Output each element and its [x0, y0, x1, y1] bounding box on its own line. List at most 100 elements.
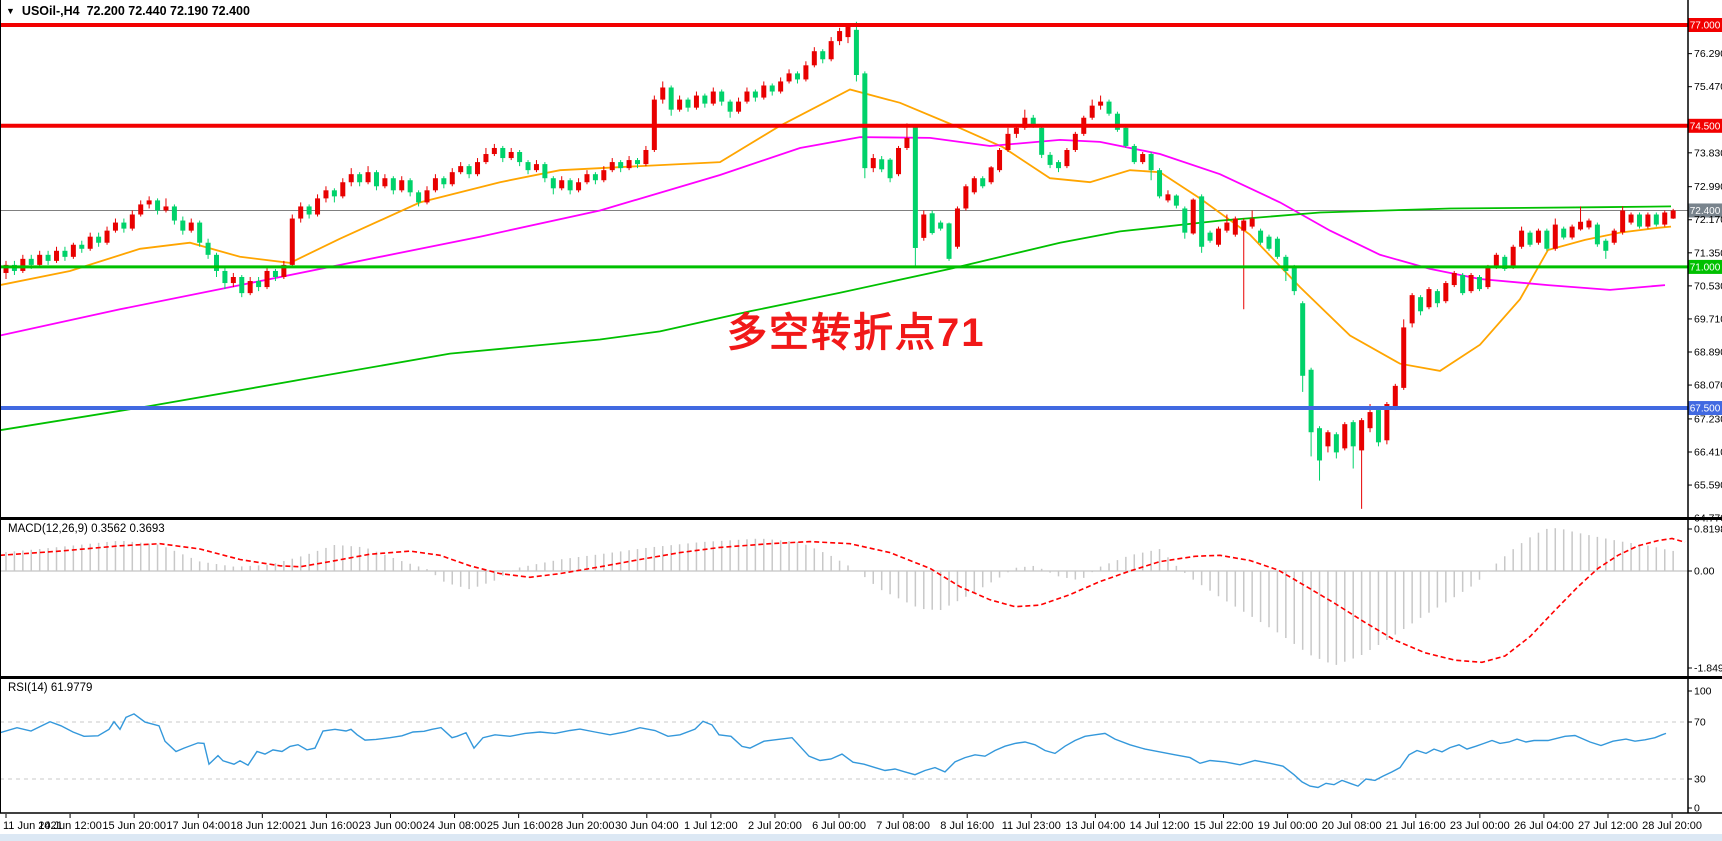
candle-body: [1106, 101, 1112, 114]
candle-body: [1670, 210, 1676, 219]
macd-axis-label: 0.00: [1694, 566, 1715, 578]
candle-body: [264, 270, 270, 288]
candle-body: [845, 27, 851, 38]
candle-body: [1266, 236, 1272, 249]
candle-body: [702, 95, 708, 104]
time-label: 23 Jul 00:00: [1450, 820, 1510, 832]
price-level-label-bg: [1688, 18, 1722, 32]
candle-body: [837, 31, 843, 42]
time-label: 27 Jul 12:00: [1578, 820, 1638, 832]
candle-body: [104, 230, 110, 243]
time-label: 18 Jun 12:00: [231, 820, 295, 832]
candle-body: [1274, 238, 1280, 257]
candle-body: [1224, 222, 1230, 231]
price-tick-label: 65.590: [1694, 480, 1722, 492]
candle-body: [1611, 230, 1617, 243]
candle-body: [710, 91, 716, 104]
candle-body: [811, 51, 817, 66]
candle-body: [1392, 385, 1398, 407]
candle-body: [1064, 149, 1070, 167]
rsi-axis-label: 70: [1694, 717, 1706, 729]
candle-body: [1148, 154, 1154, 171]
candle-body: [500, 147, 506, 159]
candle-body: [315, 198, 321, 215]
candle-body: [1030, 117, 1036, 126]
candle-body: [3, 264, 9, 273]
fast-ma-line: [0, 88, 1672, 372]
candle-body: [54, 250, 60, 261]
candle-body: [963, 186, 969, 209]
candle-body: [146, 200, 152, 205]
candle-body: [138, 204, 144, 215]
candle-body: [1426, 289, 1432, 308]
candle-body: [432, 178, 438, 191]
candle-body: [660, 87, 666, 100]
candle-body: [129, 214, 135, 229]
candle-body: [870, 158, 876, 169]
candle-body: [693, 95, 699, 108]
candle-body: [1384, 404, 1390, 441]
rsi-indicator-label: RSI(14) 61.9779: [8, 682, 93, 694]
candle-body: [1468, 274, 1474, 292]
candle-body: [1552, 224, 1558, 249]
candle-body: [1594, 224, 1600, 245]
candle-body: [1114, 113, 1120, 130]
chart-annotation-text[interactable]: 多空转折点71: [727, 311, 986, 355]
candle-body: [449, 172, 455, 185]
candle-body: [1578, 221, 1584, 230]
candle-body: [1418, 297, 1424, 312]
macd-signal-line: [0, 537, 1686, 664]
candle-body: [230, 277, 236, 284]
time-label: 15 Jun 20:00: [102, 820, 166, 832]
candle-body: [348, 174, 354, 183]
macd-indicator-label: MACD(12,26,9) 0.3562 0.3693: [8, 523, 165, 535]
candle-body: [37, 254, 43, 265]
candle-body: [407, 180, 413, 193]
candle-body: [1485, 266, 1491, 288]
time-label: 14 Jul 12:00: [1129, 820, 1189, 832]
symbol-dropdown-icon[interactable]: ▼: [6, 6, 15, 16]
candle-body: [1535, 230, 1541, 243]
price-level-label-bg: [1688, 401, 1722, 416]
candle-body: [1241, 220, 1247, 231]
price-tick-label: 71.350: [1694, 247, 1722, 259]
candle-body: [567, 180, 573, 191]
bottom-strip: [0, 834, 1722, 841]
time-label: 19 Jul 00:00: [1258, 820, 1318, 832]
candle-body: [1350, 422, 1356, 447]
candle-body: [466, 166, 472, 175]
candle-body: [971, 178, 977, 193]
candle-body: [475, 162, 481, 175]
candle-body: [1628, 214, 1634, 223]
price-tick-label: 75.470: [1694, 81, 1722, 93]
candle-body: [112, 222, 118, 231]
symbol-timeframe-label: USOil-,H4: [21, 4, 80, 18]
candle-body: [997, 149, 1003, 171]
candle-body: [1477, 277, 1482, 290]
candle-body: [171, 206, 177, 221]
candle-body: [1199, 196, 1205, 247]
candle-body: [1603, 240, 1609, 251]
candle-body: [609, 162, 615, 171]
price-tick-label: 69.710: [1694, 313, 1722, 325]
candle-body: [70, 244, 76, 257]
pane-separator[interactable]: [0, 676, 1722, 679]
candle-body: [424, 190, 430, 203]
candle-body: [1527, 232, 1533, 245]
candle-body: [1291, 266, 1297, 292]
time-label: 8 Jul 16:00: [940, 820, 994, 832]
candle-body: [390, 178, 396, 191]
candle-body: [576, 182, 582, 191]
candle-body: [256, 281, 262, 288]
price-level-label: 72.400: [1690, 206, 1721, 217]
time-label: 11 Jul 23:00: [1002, 820, 1061, 832]
candle-body: [289, 218, 295, 265]
price-tick-label: 73.830: [1694, 147, 1722, 159]
candle-body: [1645, 214, 1651, 227]
price-level-label: 67.500: [1690, 404, 1721, 415]
candle-body: [550, 178, 556, 189]
candle-body: [323, 190, 329, 199]
candle-body: [1544, 230, 1550, 249]
candle-body: [1333, 434, 1339, 453]
pane-separator[interactable]: [0, 517, 1722, 520]
